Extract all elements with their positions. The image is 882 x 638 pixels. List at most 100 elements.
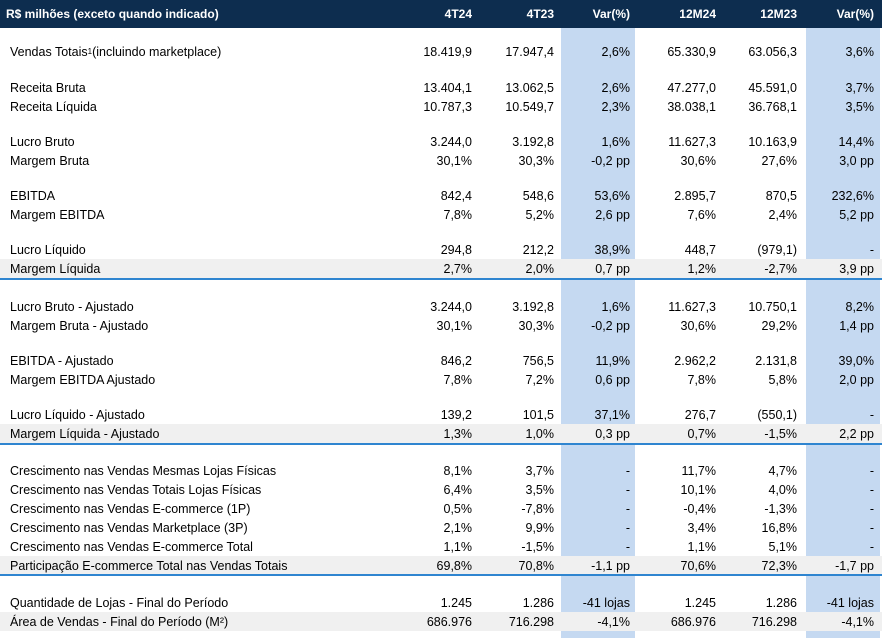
var-column-4t-highlight [561,0,635,638]
row-label: Quantidade de Lojas - Final do Período [10,595,229,610]
cell-4t23: 1.286 [522,595,554,610]
table-row: Lucro Bruto 3.244,0 3.192,8 1,6% 11.627,3 10.… [0,132,882,151]
cell-12m24: 10,1% [680,482,716,497]
table-row: Crescimento nas Vendas E-commerce Total 1… [0,537,882,556]
cell-4t24: 6,4% [443,482,473,497]
cell-var-4t: 38,9% [594,242,630,257]
cell-var-4t: -0,2 pp [591,318,630,333]
cell-12m24: 1.245 [684,595,716,610]
cell-var-4t: - [625,482,630,497]
cell-12m24: 3,4% [687,520,717,535]
cell-4t24: 18.419,9 [423,44,472,59]
cell-4t23: 548,6 [522,188,554,203]
table-row: Área de Vendas - Final do Período (M²) 68… [0,612,882,631]
cell-var-4t: 0,6 pp [595,372,630,387]
cell-12m23: 5,8% [768,372,798,387]
cell-var-12m: 3,9 pp [839,261,874,276]
cell-12m23: 29,2% [761,318,797,333]
cell-var-4t: 0,3 pp [595,426,630,441]
cell-4t24: 7,8% [443,207,473,222]
cell-4t24: 30,1% [436,153,472,168]
cell-12m24: 0,7% [687,426,717,441]
table-row: EBITDA 842,4 548,6 53,6% 2.895,7 870,5 232,6% [0,186,882,205]
cell-12m23: 4,7% [768,463,798,478]
cell-12m24: 47.277,0 [667,80,716,95]
cell-12m24: 70,6% [680,558,716,573]
table-row: Margem Bruta - Ajustado 30,1% 30,3% -0,2 pp… [0,316,882,335]
cell-4t23: 212,2 [522,242,554,257]
cell-var-4t: 2,6% [601,44,631,59]
cell-12m24: 2.895,7 [674,188,716,203]
header-var-12m: Var(%) [836,7,874,21]
cell-12m24: 30,6% [680,318,716,333]
cell-4t23: 101,5 [522,407,554,422]
cell-var-12m: 8,2% [845,299,875,314]
cell-4t23: -1,5% [521,539,554,554]
row-label: Crescimento nas Vendas Mesmas Lojas Físi… [10,463,277,478]
cell-var-4t: - [625,463,630,478]
cell-var-12m: 5,2 pp [839,207,874,222]
table-row: Lucro Bruto - Ajustado 3.244,0 3.192,8 1,6%… [0,297,882,316]
cell-4t23: 3.192,8 [512,134,554,149]
table-row: Quantidade de Lojas - Final do Período 1.… [0,593,882,612]
cell-var-4t: 11,9% [595,353,630,368]
cell-12m24: 11,7% [681,463,716,478]
table-row: Crescimento nas Vendas Mesmas Lojas Físi… [0,461,882,480]
cell-4t23: 30,3% [518,318,554,333]
section-divider [0,574,882,576]
row-label: EBITDA - Ajustado [10,353,114,368]
cell-var-12m: - [869,501,874,516]
table-row: Receita Líquida 10.787,3 10.549,7 2,3% 38.03… [0,97,882,116]
cell-var-4t: 2,3% [601,99,631,114]
cell-var-12m: - [869,407,874,422]
table-row: Lucro Líquido 294,8 212,2 38,9% 448,7 (979,1)… [0,240,882,259]
header-label: R$ milhões (exceto quando indicado) [6,7,219,21]
row-label: Participação E-commerce Total nas Vendas… [10,558,288,573]
cell-var-12m: 3,6% [845,44,875,59]
row-label: Margem Bruta - Ajustado [10,318,149,333]
cell-4t24: 2,1% [443,520,473,535]
cell-var-12m: 1,4 pp [839,318,874,333]
cell-4t24: 1,3% [443,426,473,441]
cell-var-4t: - [625,520,630,535]
cell-var-12m: 3,7% [845,80,875,95]
row-label: Crescimento nas Vendas Marketplace (3P) [10,520,248,535]
cell-12m23: 10.163,9 [748,134,797,149]
header-4t23: 4T23 [526,7,554,21]
cell-12m23: -1,5% [764,426,797,441]
cell-4t24: 139,2 [440,407,472,422]
row-label: Receita Líquida [10,99,97,114]
cell-12m24: 11.627,3 [668,299,716,314]
row-label: Margem EBITDA Ajustado [10,372,156,387]
cell-12m23: 72,3% [761,558,797,573]
cell-var-4t: -1,1 pp [591,558,630,573]
row-label: Lucro Líquido - Ajustado [10,407,145,422]
cell-4t23: 17.947,4 [505,44,554,59]
cell-4t23: 70,8% [518,558,554,573]
table-row: EBITDA - Ajustado 846,2 756,5 11,9% 2.962,2 2… [0,351,882,370]
cell-4t23: -7,8% [521,501,554,516]
cell-4t24: 294,8 [440,242,472,257]
cell-var-12m: 39,0% [838,353,874,368]
cell-var-12m: 232,6% [831,188,874,203]
cell-12m24: 276,7 [684,407,716,422]
cell-var-4t: 0,7 pp [595,261,630,276]
cell-4t23: 3,5% [525,482,555,497]
table-row: Margem Líquida - Ajustado 1,3% 1,0% 0,3 pp 0… [0,424,882,443]
table-row: Margem Líquida 2,7% 2,0% 0,7 pp 1,2% -2,7% 3,9… [0,259,882,278]
cell-12m23: (979,1) [757,242,797,257]
cell-4t23: 1,0% [525,426,555,441]
cell-var-4t: -0,2 pp [591,153,630,168]
table-row: Participação E-commerce Total nas Vendas… [0,556,882,575]
cell-4t24: 3.244,0 [430,299,472,314]
cell-12m23: (550,1) [757,407,797,422]
cell-12m24: 38.038,1 [667,99,716,114]
row-label: Margem Bruta [10,153,90,168]
row-label: Crescimento nas Vendas E-commerce (1P) [10,501,251,516]
cell-var-4t: -4,1% [597,614,630,629]
row-label: Lucro Bruto - Ajustado [10,299,134,314]
table-row: Crescimento nas Vendas E-commerce (1P) 0,… [0,499,882,518]
table-row: Margem EBITDA 7,8% 5,2% 2,6 pp 7,6% 2,4% 5,2 p… [0,205,882,224]
cell-4t23: 7,2% [525,372,555,387]
